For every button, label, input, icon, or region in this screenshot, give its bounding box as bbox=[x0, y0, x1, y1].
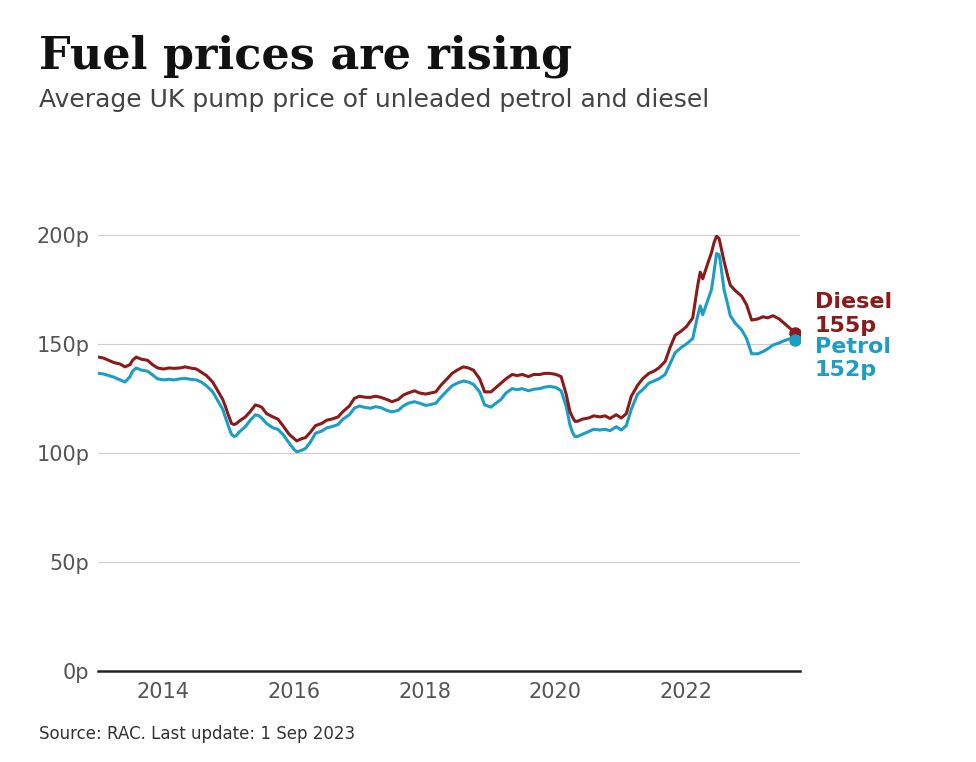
Text: Fuel prices are rising: Fuel prices are rising bbox=[39, 34, 572, 78]
Text: Average UK pump price of unleaded petrol and diesel: Average UK pump price of unleaded petrol… bbox=[39, 88, 710, 111]
Text: B: B bbox=[860, 721, 874, 739]
Text: Petrol
152p: Petrol 152p bbox=[815, 337, 891, 380]
Text: C: C bbox=[906, 721, 919, 739]
Text: Diesel
155p: Diesel 155p bbox=[815, 293, 892, 335]
Text: B: B bbox=[814, 721, 828, 739]
Text: Source: RAC. Last update: 1 Sep 2023: Source: RAC. Last update: 1 Sep 2023 bbox=[39, 725, 355, 743]
